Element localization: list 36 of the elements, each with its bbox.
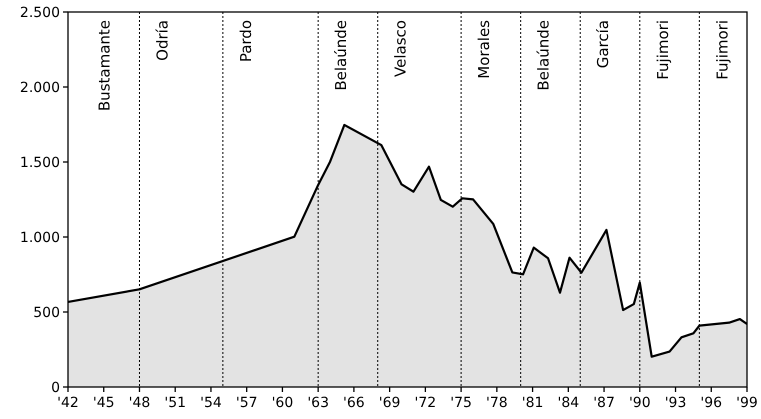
- x-tick-label: '69: [378, 395, 400, 411]
- ref-line-label: Pardo: [236, 20, 255, 62]
- ref-line-label: Belaúnde: [534, 20, 553, 91]
- x-tick-label: '42: [57, 395, 79, 411]
- x-tick-label: '96: [700, 395, 722, 411]
- x-tick-label: '63: [307, 395, 329, 411]
- x-tick-label: '93: [664, 395, 686, 411]
- x-tick-label: '75: [450, 395, 472, 411]
- x-tick-label: '81: [522, 395, 544, 411]
- y-tick-label: 0: [51, 380, 60, 396]
- y-tick-label: 1.500: [20, 154, 60, 171]
- x-tick-label: '48: [128, 395, 150, 411]
- x-tick-label: '66: [343, 395, 365, 411]
- ref-line-label: Morales: [475, 20, 494, 79]
- x-tick-label: '51: [164, 395, 186, 411]
- y-tick-label: 2.000: [20, 80, 60, 96]
- ref-line-label: Velasco: [392, 20, 410, 77]
- x-tick-label: '87: [593, 395, 615, 411]
- annotation: Bustamante: [96, 20, 114, 112]
- y-tick-label: 500: [33, 304, 60, 321]
- x-tick-label: '57: [236, 395, 258, 411]
- y-tick-label: 2.500: [20, 4, 60, 21]
- x-tick-label: '84: [557, 395, 580, 411]
- y-tick-label: 1.000: [20, 230, 60, 246]
- x-tick-label: '54: [200, 395, 222, 411]
- x-tick-label: '45: [92, 395, 115, 411]
- ref-line-label: Fujimori: [713, 20, 732, 80]
- x-tick-label: '99: [736, 395, 758, 411]
- ref-line-label: Fujimori: [654, 20, 672, 80]
- ref-line-label: García: [594, 20, 612, 68]
- x-tick-label: '72: [414, 395, 436, 411]
- x-tick-label: '90: [628, 395, 651, 411]
- x-tick-label: '78: [486, 395, 508, 411]
- ref-line-label: Odría: [153, 20, 172, 61]
- ref-line-label: Belaúnde: [332, 20, 350, 91]
- x-tick-label: '60: [272, 395, 294, 411]
